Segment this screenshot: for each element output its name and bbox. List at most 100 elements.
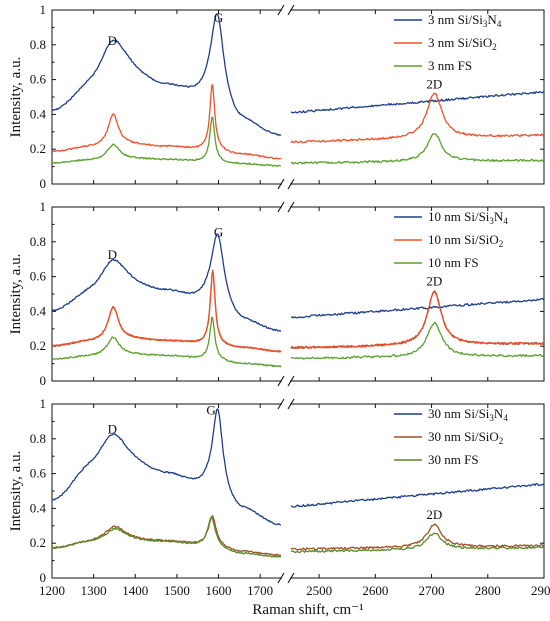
y-tick-label: 0.4 <box>30 303 47 318</box>
peak-label-d: D <box>108 247 117 262</box>
x-tick-label: 2700 <box>419 583 445 598</box>
y-tick-label: 0.8 <box>30 37 46 52</box>
panel-30nm: 0 0.2 0.4 0.6 0.8 1 Intensity, a.u. D G 2D 30 nm S… <box>8 396 545 585</box>
peak-label-2d: 2D <box>426 76 442 91</box>
axis-break-slash <box>287 398 295 410</box>
y-tick-label: 1 <box>40 199 47 214</box>
series-line-3-left <box>51 116 282 167</box>
series-line-1-right <box>290 90 545 114</box>
legend-label: 30 nm Si/Si3N4 <box>428 406 508 423</box>
x-tick-label: 2500 <box>306 583 332 598</box>
axis-break-mark <box>277 178 295 190</box>
legend-label: 10 nm FS <box>428 255 479 270</box>
axis-break-gap-bottom <box>282 378 290 385</box>
axis-break-gap-top <box>282 204 290 211</box>
y-tick-label: 1 <box>40 2 47 17</box>
axis-break-slash <box>277 201 285 213</box>
peak-label-d: D <box>108 33 117 48</box>
legend-label: 3 nm FS <box>428 58 472 73</box>
axis-break-gap-bottom <box>282 181 290 188</box>
y-tick-label: 0.8 <box>30 431 46 446</box>
series-line-1-left <box>51 408 282 526</box>
x-tick-label: 1700 <box>247 583 273 598</box>
y-tick-label: 0 <box>40 373 47 388</box>
axis-break-slash <box>277 375 285 387</box>
peak-label-2d: 2D <box>426 507 442 522</box>
peak-label-2d: 2D <box>426 273 442 288</box>
axis-break-gap-top <box>282 401 290 408</box>
legend-label: 10 nm Si/Si3N4 <box>428 209 508 226</box>
series-line-1-right <box>290 297 545 319</box>
y-tick-label: 0.6 <box>30 269 47 284</box>
series-line-1-left <box>51 13 282 137</box>
axis-break-mark <box>277 201 295 213</box>
series-line-3-right <box>290 291 545 350</box>
y-tick-label: 0.4 <box>30 500 47 515</box>
y-axis-title: Intensity, a.u. <box>8 254 24 335</box>
axis-break-slash <box>277 4 285 16</box>
legend: 30 nm Si/Si3N4 30 nm Si/SiO2 30 nm FS <box>394 406 508 467</box>
axis-break-gap-bottom <box>282 575 290 582</box>
y-tick-label: 0.8 <box>30 234 46 249</box>
y-tick-label: 0.2 <box>30 535 46 550</box>
axis-break-slash <box>287 572 295 584</box>
axis-break-slash <box>287 178 295 190</box>
axis-break-mark <box>277 4 295 16</box>
axis-break-slash <box>277 178 285 190</box>
panel-3nm: 0 0.2 0.4 0.6 0.8 1 Intensity, a.u. D G 2D 3 nm Si… <box>8 2 545 191</box>
axis-break-gap-top <box>282 7 290 14</box>
series-line-2-right <box>290 523 545 551</box>
series-line-1-right <box>290 483 545 508</box>
x-tick-label: 1300 <box>81 583 107 598</box>
axis-break-slash <box>287 201 295 213</box>
legend-label: 10 nm Si/SiO2 <box>428 232 503 249</box>
y-tick-label: 0.6 <box>30 466 47 481</box>
legend-label: 3 nm Si/Si3N4 <box>428 12 502 29</box>
series-line-3-left <box>51 269 282 353</box>
y-tick-label: 0 <box>40 570 47 585</box>
peak-label-d: D <box>108 422 117 437</box>
legend-label: 30 nm Si/SiO2 <box>428 429 503 446</box>
x-tick-label: 2600 <box>362 583 388 598</box>
legend: 3 nm Si/Si3N4 3 nm Si/SiO2 3 nm FS <box>394 12 502 73</box>
peak-label-g: G <box>206 402 215 417</box>
series-line-2-left <box>51 515 282 557</box>
series-line-2-right <box>290 92 545 144</box>
x-tick-label: 2800 <box>475 583 501 598</box>
axis-break-mark <box>277 375 295 387</box>
x-tick-label: 1600 <box>206 583 232 598</box>
axis-break-mark <box>277 572 295 584</box>
legend-label: 3 nm Si/SiO2 <box>428 35 497 52</box>
peak-label-g: G <box>214 225 223 240</box>
x-tick-label: 1200 <box>39 583 65 598</box>
y-axis-title: Intensity, a.u. <box>8 57 24 138</box>
series-line-1-left <box>51 233 282 332</box>
series-line-4-left <box>51 316 282 368</box>
series-line-4-right <box>290 321 545 360</box>
y-tick-label: 1 <box>40 396 47 411</box>
axis-break-mark <box>277 398 295 410</box>
panel-10nm: 0 0.2 0.4 0.6 0.8 1 Intensity, a.u. D G 2D 10 nm S… <box>8 199 545 388</box>
y-axis-title: Intensity, a.u. <box>8 451 24 532</box>
y-tick-label: 0.4 <box>30 106 47 121</box>
y-tick-label: 0.6 <box>30 72 47 87</box>
legend-label: 30 nm FS <box>428 452 479 467</box>
peak-label-g: G <box>214 10 223 25</box>
y-tick-label: 0.2 <box>30 141 46 156</box>
axis-break-slash <box>277 572 285 584</box>
y-tick-label: 0 <box>40 176 47 191</box>
series-line-3-right <box>290 532 545 554</box>
x-tick-label: 2900 <box>531 583 550 598</box>
legend: 10 nm Si/Si3N4 10 nm Si/SiO2 10 nm FS <box>394 209 508 270</box>
y-tick-label: 0.2 <box>30 338 46 353</box>
axis-break-slash <box>287 375 295 387</box>
axis-break-slash <box>287 4 295 16</box>
series-line-2-left <box>52 84 282 160</box>
x-axis-title: Raman shift, cm⁻¹ <box>252 602 363 618</box>
series-line-3-left <box>51 516 282 558</box>
series-line-2-right <box>290 290 545 350</box>
series-line-3-right <box>290 133 545 165</box>
x-tick-label: 1500 <box>164 583 190 598</box>
x-tick-label: 1400 <box>122 583 148 598</box>
